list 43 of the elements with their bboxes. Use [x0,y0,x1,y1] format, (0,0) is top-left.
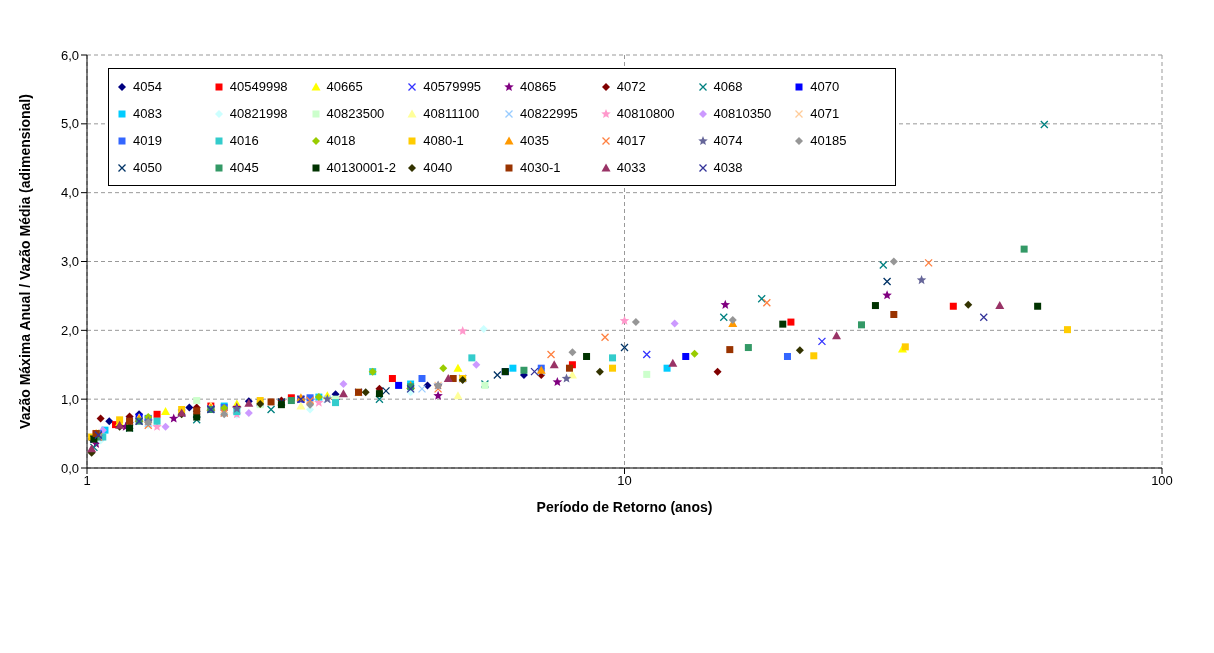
legend-label: 40810800 [616,106,675,121]
legend-label: 40811100 [423,106,480,121]
legend-label: 4017 [616,133,646,148]
legend-label: 40579995 [423,79,482,94]
legend-label: 4035 [520,133,549,148]
y-tick-label: 2,0 [60,322,79,338]
legend-label: 40823500 [326,106,385,121]
x-tick-label: 1 [83,473,91,489]
legend-label: 40549998 [229,79,288,94]
legend-label: 4040 [423,160,453,175]
legend-label: 4030-1 [520,160,561,175]
y-tick-label: 5,0 [60,116,79,132]
x-axis-title: Período de Retorno (anos) [536,499,713,515]
legend-label: 4083 [133,106,162,121]
legend-label: 4038 [713,160,743,175]
legend-label: 4054 [133,79,162,94]
x-tick-label: 10 [617,473,632,489]
legend-label: 40822995 [520,106,578,121]
legend-label: 4068 [713,79,743,94]
legend-label: 4074 [713,133,743,148]
y-tick-label: 1,0 [60,391,79,407]
legend-label: 4050 [133,160,162,175]
legend-label: 4072 [616,79,646,94]
legend-label: 4019 [133,133,162,148]
legend-label: 4080-1 [423,133,464,148]
legend-label: 4071 [810,106,840,121]
legend-label: 40821998 [229,106,288,121]
legend-label: 4045 [229,160,259,175]
legend-label: 4033 [616,160,646,175]
y-tick-label: 6,0 [60,47,79,63]
legend-label: 40810350 [713,106,772,121]
x-tick-label: 100 [1151,473,1173,489]
y-tick-label: 4,0 [60,185,79,201]
y-tick-label: 0,0 [60,460,79,476]
legend-label: 40185 [810,133,847,148]
legend-label: 4070 [810,79,840,94]
legend-label: 40865 [520,79,557,94]
legend-label: 4016 [229,133,259,148]
y-tick-label: 3,0 [60,254,79,270]
legend-label: 40130001-2 [326,160,396,175]
legend-label: 40665 [326,79,363,94]
y-axis-title: Vazão Máxima Anual / Vazão Média (adimensional) [16,94,33,429]
legend-label: 4018 [326,133,356,148]
